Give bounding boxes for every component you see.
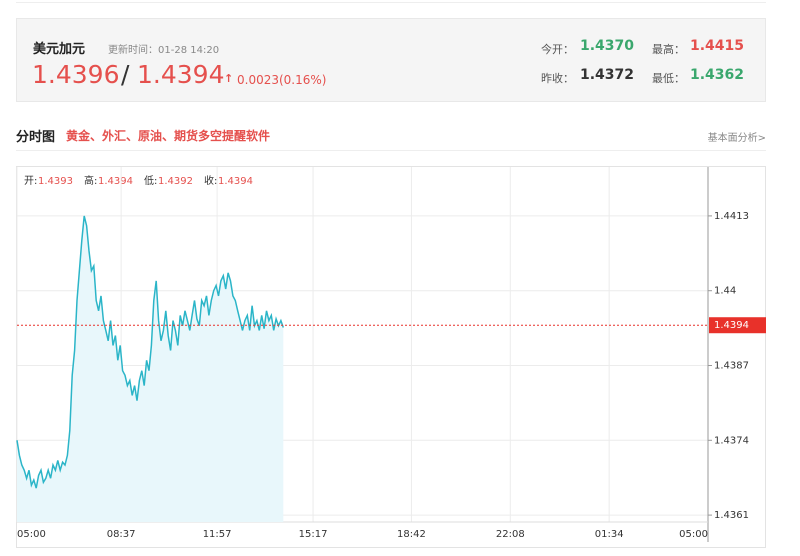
top-rule bbox=[16, 0, 766, 3]
ohlc-open-label: 开: bbox=[24, 176, 37, 187]
ohlc-close: 1.4394 bbox=[218, 176, 253, 187]
high-label: 最高： bbox=[652, 43, 685, 56]
fundamental-link[interactable]: 基本面分析> bbox=[707, 133, 766, 144]
ask-price: 1.4394 bbox=[137, 60, 225, 89]
symbol-name: 美元加元 bbox=[33, 42, 86, 57]
x-tick-label: 15:17 bbox=[299, 529, 328, 540]
current-price-box bbox=[709, 317, 766, 334]
promo-link[interactable]: 黄金、外汇、原油、期货多空提醒软件 bbox=[66, 129, 271, 143]
ohlc-high: 1.4394 bbox=[98, 176, 133, 187]
section-title: 分时图 bbox=[16, 130, 56, 145]
low-value: 1.4362 bbox=[690, 67, 745, 83]
high-value: 1.4415 bbox=[690, 38, 745, 54]
current-price-label: 1.4394 bbox=[714, 320, 749, 331]
ohlc-high-label: 高: bbox=[84, 174, 97, 187]
change-arrow: ↑ bbox=[224, 72, 234, 85]
x-tick-label: 01:34 bbox=[595, 529, 624, 540]
x-tick-label: 08:37 bbox=[107, 529, 136, 540]
y-tick-label: 1.44 bbox=[714, 286, 736, 297]
open-value: 1.4370 bbox=[580, 38, 635, 54]
prev-close-label: 昨收： bbox=[541, 72, 574, 85]
section-rule bbox=[16, 150, 766, 151]
ohlc-low: 1.4392 bbox=[158, 176, 193, 187]
prev-close-value: 1.4372 bbox=[580, 67, 635, 83]
open-label: 今开： bbox=[541, 43, 574, 56]
y-tick-label: 1.4361 bbox=[714, 510, 749, 521]
x-tick-label: 05:00 bbox=[17, 529, 46, 540]
low-label: 最低： bbox=[652, 72, 685, 85]
ohlc-low-label: 低: bbox=[144, 174, 157, 187]
area bbox=[17, 215, 284, 522]
ohlc-close-label: 收: bbox=[204, 174, 217, 187]
change: 0.0023(0.16%) bbox=[237, 73, 327, 87]
x-tick-label: 22:08 bbox=[496, 529, 525, 540]
bid-price: 1.4396 bbox=[32, 60, 120, 89]
quote-card bbox=[16, 18, 766, 102]
y-tick-label: 1.4374 bbox=[714, 435, 749, 446]
price-line bbox=[16, 215, 285, 489]
x-tick-label: 05:00 bbox=[679, 529, 708, 540]
update-time: 更新时间：01-28 14:20 bbox=[108, 45, 220, 56]
y-tick-label: 1.4387 bbox=[714, 361, 749, 372]
price-separator: / bbox=[121, 60, 130, 89]
x-tick-label: 11:57 bbox=[203, 529, 232, 540]
x-tick-label: 18:42 bbox=[397, 529, 426, 540]
ohlc-open: 1.4393 bbox=[38, 176, 73, 187]
y-tick-label: 1.4413 bbox=[714, 211, 749, 222]
